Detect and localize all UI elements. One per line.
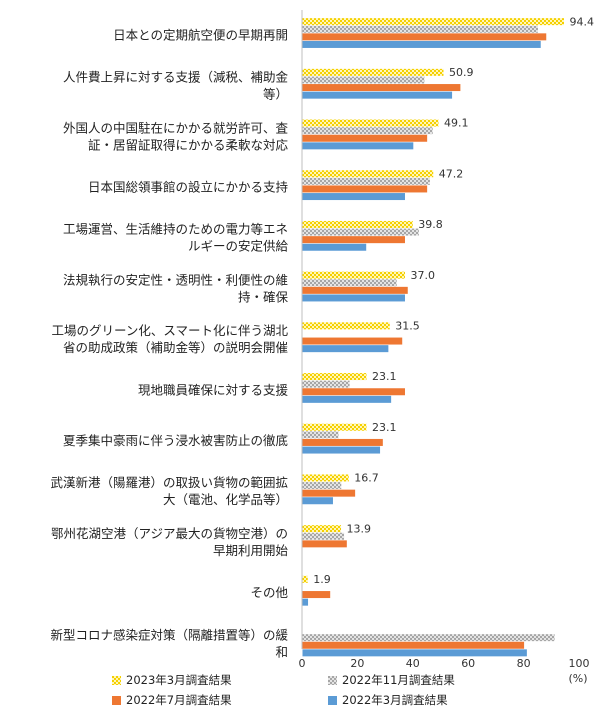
bar-2022-11-3 (302, 177, 430, 185)
category-label-1: 人件費上昇に対する支援（減税、補助金等） (63, 70, 289, 102)
bar-2022-03-3 (302, 193, 405, 201)
value-labels: 94.4 50.9 49.1 47.2 39.8 37.0 31.5 23.1 23.1 16.7… (313, 15, 594, 586)
bar-2022-07-3 (302, 185, 428, 193)
bar-2022-03-6 (302, 345, 389, 353)
value-label-2023-03-4: 39.8 (418, 218, 443, 231)
bar-2023-03-1 (302, 68, 444, 76)
bar-2022-03-0 (302, 40, 541, 48)
bar-2022-03-12 (302, 649, 527, 657)
x-tick-labels: 0 20 40 60 80 100 (%) (299, 657, 590, 685)
bar-2022-07-9 (302, 489, 356, 497)
category-label-0: 日本との定期航空便の早期再開 (113, 27, 288, 42)
bar-2022-11-12 (302, 634, 555, 642)
value-label-2023-03-3: 47.2 (439, 167, 464, 180)
bar-2022-03-7 (302, 395, 392, 403)
bar-2022-11-1 (302, 76, 425, 84)
legend: 2023年3月調査結果 2022年11月調査結果 2022年7月調査結果 2022年3… (112, 673, 455, 707)
value-label-2023-03-6: 31.5 (395, 319, 420, 332)
category-label-4: 工場運営、生活維持のための電力等エネルギーの安定供給 (63, 222, 289, 254)
bar-2022-07-1 (302, 84, 461, 92)
bar-2023-03-3 (302, 170, 434, 178)
legend-label-0: 2023年3月調査結果 (126, 673, 232, 687)
bar-2023-03-10 (302, 525, 342, 533)
x-tick-100: 100 (569, 657, 590, 670)
value-label-2023-03-7: 23.1 (372, 370, 397, 383)
value-label-2023-03-2: 49.1 (444, 117, 469, 130)
bar-2022-11-4 (302, 228, 419, 236)
category-label-10: 鄂州花湖空港（アジア最大の貨物空港）の早期利用開始 (51, 526, 289, 558)
category-label-6: 工場のグリーン化、スマート化に伴う湖北省の助成政策（補助金等）の説明会開催 (51, 323, 288, 355)
bar-2022-07-5 (302, 286, 408, 294)
legend-label-3: 2022年3月調査結果 (342, 693, 448, 707)
bar-2023-03-2 (302, 119, 439, 127)
value-label-2023-03-11: 1.9 (313, 573, 331, 586)
bar-2022-07-6 (302, 337, 403, 345)
bar-2022-11-8 (302, 431, 339, 439)
bar-2022-03-4 (302, 243, 367, 251)
bar-2023-03-8 (302, 423, 367, 431)
bar-2022-03-2 (302, 142, 414, 150)
bar-2023-03-7 (302, 373, 367, 381)
bar-2022-03-8 (302, 446, 381, 454)
bar-2022-03-1 (302, 91, 453, 99)
bar-2022-03-5 (302, 294, 405, 302)
value-label-2023-03-8: 23.1 (372, 421, 397, 434)
bar-2022-07-10 (302, 540, 347, 548)
legend-swatch-2022-03 (328, 696, 337, 705)
legend-label-2: 2022年7月調査結果 (126, 693, 232, 707)
bar-2022-07-11 (302, 591, 331, 599)
legend-swatch-2023-03 (112, 676, 121, 685)
bar-2022-07-8 (302, 438, 383, 446)
x-unit-label: (%) (568, 672, 587, 685)
x-tick-0: 0 (299, 657, 306, 670)
value-label-2023-03-1: 50.9 (449, 66, 474, 79)
category-label-5: 法規執行の安定性・透明性・利便性の維持・確保 (63, 272, 289, 304)
bar-2023-03-5 (302, 271, 405, 279)
legend-swatch-2022-11 (328, 676, 337, 685)
bar-2022-07-2 (302, 134, 428, 142)
category-label-3: 日本国総領事館の設立にかかる支持 (88, 179, 288, 194)
bar-2022-11-9 (302, 482, 342, 490)
value-label-2023-03-5: 37.0 (410, 269, 435, 282)
value-label-2023-03-9: 16.7 (354, 472, 379, 485)
category-label-7: 現地職員確保に対する支援 (138, 382, 289, 397)
category-label-12: 新型コロナ感染症対策（隔離措置等）の緩和 (50, 627, 288, 659)
bar-2023-03-0 (302, 18, 564, 26)
value-label-2023-03-10: 13.9 (347, 522, 372, 535)
x-tick-60: 60 (461, 657, 475, 670)
bar-2022-03-11 (302, 598, 309, 606)
bar-2023-03-9 (302, 474, 349, 482)
bar-2022-07-0 (302, 33, 547, 41)
bar-2022-07-4 (302, 236, 405, 244)
bar-2022-11-0 (302, 25, 538, 33)
bar-2023-03-4 (302, 220, 413, 228)
value-label-2023-03-0: 94.4 (569, 15, 594, 28)
category-label-8: 夏季集中豪雨に伴う浸水被害防止の徹底 (63, 433, 288, 448)
legend-swatch-2022-07 (112, 696, 121, 705)
category-label-2: 外国人の中国駐在にかかる就労許可、査証・居留証取得にかかる柔軟な対応 (63, 120, 289, 152)
bar-2022-11-2 (302, 127, 433, 135)
bar-2022-07-12 (302, 641, 525, 649)
category-label-11: その他 (250, 585, 288, 600)
bar-2022-11-5 (302, 279, 397, 287)
x-tick-20: 20 (350, 657, 364, 670)
legend-label-1: 2022年11月調査結果 (342, 673, 455, 687)
x-tick-40: 40 (406, 657, 420, 670)
category-label-9: 武漢新港（陽羅港）の取扱い貨物の範囲拡大（電池、化学品等） (50, 475, 288, 507)
bar-2022-11-7 (302, 380, 350, 388)
bar-2023-03-11 (302, 575, 308, 583)
bar-2022-11-10 (302, 532, 345, 540)
bar-2022-03-9 (302, 497, 333, 505)
bar-2023-03-6 (302, 322, 390, 330)
x-tick-80: 80 (517, 657, 531, 670)
bars-layer (302, 18, 564, 657)
bar-2022-07-7 (302, 388, 405, 396)
